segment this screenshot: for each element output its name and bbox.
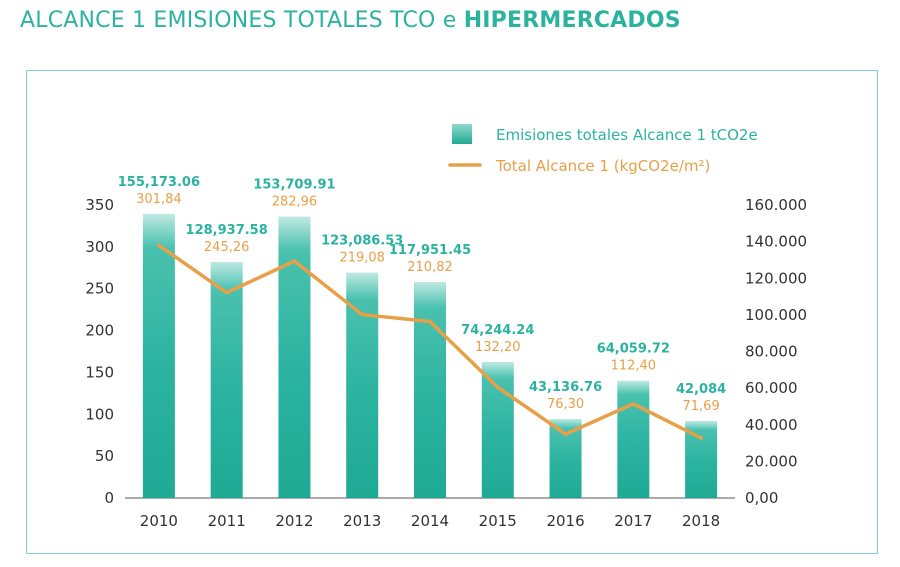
line-point	[563, 432, 568, 436]
bar	[142, 213, 175, 498]
line-data-label: 112,40	[611, 359, 657, 374]
left-axis-tick-label: 200	[85, 322, 114, 340]
line-data-label: 282,96	[272, 195, 318, 210]
line-point	[292, 259, 297, 263]
line-data-label: 132,20	[475, 340, 521, 355]
bar	[481, 362, 514, 498]
x-axis-tick-label: 2015	[479, 512, 517, 530]
x-axis-tick-label: 2013	[343, 512, 381, 530]
bar-data-label: 42,084	[676, 382, 726, 397]
left-axis-tick-label: 250	[85, 280, 114, 298]
x-axis-tick-label: 2010	[140, 512, 178, 530]
x-axis-tick-label: 2016	[546, 512, 584, 530]
line-data-label: 210,82	[407, 260, 453, 275]
bar-data-label: 153,709.91	[253, 178, 335, 193]
right-axis-tick-label: 40.000	[745, 416, 798, 434]
bar-data-label: 117,951.45	[389, 243, 471, 258]
line-data-label: 245,26	[204, 240, 250, 255]
bar-data-label: 128,937.58	[186, 223, 268, 238]
bar	[278, 216, 311, 498]
bar-data-label: 123,086.53	[321, 234, 403, 249]
chart-frame	[26, 70, 878, 554]
legend-bar-swatch	[452, 124, 472, 144]
x-axis-tick-label: 2014	[411, 512, 449, 530]
right-axis-tick-label: 160.000	[745, 196, 807, 214]
right-axis-tick-label: 140.000	[745, 233, 807, 251]
chart-title-regular: ALCANCE 1 EMISIONES TOTALES TCO e	[20, 8, 464, 33]
right-axis-tick-label: 60.000	[745, 379, 798, 397]
line-point	[428, 319, 432, 324]
left-axis-tick-label: 0	[104, 489, 114, 507]
line-data-label: 219,08	[339, 251, 385, 266]
left-axis-tick-label: 100	[85, 405, 114, 423]
chart-title-bold: HIPERMERCADOS	[463, 8, 681, 33]
legend-bar-label: Emisiones totales Alcance 1 tCO2e	[496, 126, 758, 144]
line-data-label: 76,30	[547, 397, 584, 412]
bar	[414, 282, 446, 498]
line-data-label: 301,84	[136, 192, 182, 207]
chart-title: ALCANCE 1 EMISIONES TOTALES TCO e HIPERM…	[20, 8, 681, 33]
bar	[210, 261, 243, 498]
right-axis-tick-label: 0,00	[745, 489, 778, 507]
line-point	[157, 243, 161, 248]
left-axis-tick-label: 50	[95, 447, 114, 465]
left-axis-tick-label: 150	[85, 363, 114, 381]
right-axis-tick-label: 20.000	[745, 452, 798, 470]
bar-data-label: 74,244.24	[461, 323, 534, 338]
bar-data-label: 64,059.72	[597, 342, 670, 357]
bar-data-label: 43,136.76	[529, 380, 602, 395]
line-data-label: 71,69	[683, 399, 720, 414]
x-axis-tick-label: 2012	[275, 512, 313, 530]
right-axis-tick-label: 120.000	[745, 269, 807, 287]
left-axis-tick-label: 350	[85, 196, 114, 214]
right-axis-tick-label: 80.000	[745, 343, 798, 361]
legend-line-label: Total Alcance 1 (kgCO2e/m²)	[495, 157, 710, 175]
bar	[346, 272, 379, 498]
legend: Emisiones totales Alcance 1 tCO2e Total …	[448, 124, 758, 175]
bar	[617, 380, 650, 498]
bar-data-label: 155,173.06	[118, 175, 200, 190]
left-axis-tick-label: 300	[85, 238, 114, 256]
line-point	[699, 436, 703, 440]
right-axis-tick-label: 100.000	[745, 306, 807, 324]
x-axis-tick-label: 2018	[682, 512, 720, 530]
line-point	[360, 312, 365, 317]
line-point	[224, 290, 229, 295]
x-axis-tick-label: 2011	[208, 512, 246, 530]
x-axis-tick-label: 2017	[614, 512, 652, 530]
line-point	[631, 402, 636, 406]
line-point	[495, 385, 500, 390]
